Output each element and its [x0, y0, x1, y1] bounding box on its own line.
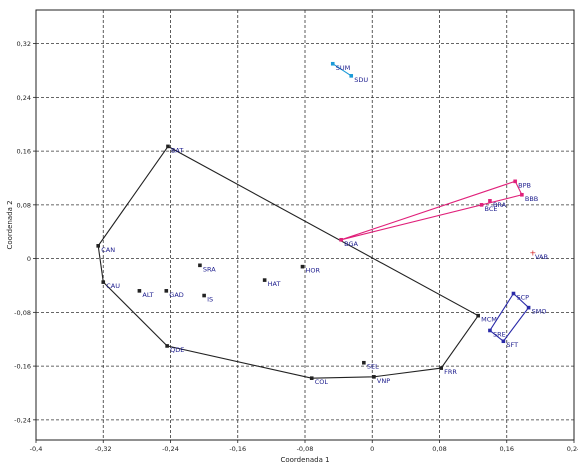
point-label: SRE [493, 330, 506, 338]
x-tick-label: -0,16 [229, 445, 246, 453]
x-tick-label: -0,08 [297, 445, 314, 453]
black-group-hull [97, 145, 480, 379]
data-point [137, 289, 142, 293]
y-tick-label: 0,08 [17, 201, 31, 209]
point-label: CAN [101, 246, 115, 254]
x-tick-label: -0,32 [95, 445, 112, 453]
point-label: SFT [506, 341, 518, 349]
point-label: SMO [532, 308, 547, 316]
point-label: SUM [336, 64, 351, 72]
tick-layer: -0,4 -0,32 -0,24 -0,16 -0,08 0 0,08 0,16 0,24 -0,… [14, 40, 578, 453]
y-tick-label: 0,24 [17, 94, 31, 102]
y-tick-label: 0 [27, 255, 31, 263]
data-point [101, 280, 106, 284]
point-label: GAD [169, 291, 184, 299]
point-label: BAT [171, 146, 183, 154]
data-point [520, 192, 524, 197]
point-label: HOR [305, 267, 320, 275]
magenta-group-hull [340, 180, 523, 241]
data-point [262, 278, 267, 282]
data-point [511, 291, 516, 296]
point-label: QDE [170, 346, 184, 354]
data-point [513, 179, 517, 184]
x-tick-label: -0,4 [30, 445, 43, 453]
point-label: IS [207, 296, 213, 304]
data-point [164, 289, 169, 293]
data-point [372, 375, 376, 379]
point-label: BRA [493, 201, 507, 209]
point-label: COL [315, 378, 329, 386]
data-point [300, 264, 305, 269]
y-tick-label: 0,32 [17, 40, 31, 48]
point-label: VAB [535, 253, 548, 261]
point-label: BPB [518, 181, 531, 189]
data-point [330, 61, 335, 66]
point-label: ALT [142, 291, 153, 299]
point-label: SDU [354, 76, 368, 84]
point-label: SRA [203, 265, 216, 273]
point-label: VNP [377, 377, 390, 385]
point-label: HAT [268, 280, 281, 288]
data-point [96, 244, 101, 248]
point-label: SCP [516, 294, 529, 302]
x-tick-label: 0,16 [500, 445, 514, 453]
data-point [488, 199, 492, 203]
grid-layer [36, 10, 574, 440]
data-point [198, 263, 202, 268]
point-label: MCM [481, 316, 497, 324]
point-label: BBB [525, 195, 538, 203]
point-label: CAU [106, 282, 120, 290]
data-point [476, 313, 480, 318]
y-tick-label: -0,08 [14, 309, 31, 317]
y-tick-label: 0,16 [17, 148, 31, 156]
data-point: + [529, 249, 536, 258]
point-layer: BAT CAN CAU ALT GAD SRA IS HAT HOR QDE COL SEL VNP FR… [96, 61, 548, 386]
point-label: SEL [367, 363, 379, 371]
data-point [479, 203, 484, 207]
y-axis-label: Coordenada 2 [6, 200, 14, 249]
y-tick-label: -0,24 [14, 416, 31, 424]
x-tick-label: -0,24 [162, 445, 179, 453]
data-point [309, 376, 314, 380]
x-tick-label: 0,24 [567, 445, 578, 453]
data-point [501, 339, 506, 344]
data-point [202, 293, 206, 298]
x-tick-label: 0,08 [432, 445, 446, 453]
data-point [488, 328, 492, 333]
hull-layer [97, 63, 530, 379]
data-point [166, 144, 170, 149]
point-label: BGA [344, 240, 358, 248]
data-point [439, 366, 443, 370]
y-tick-label: -0,16 [14, 363, 31, 371]
x-axis-label: Coordenada 1 [280, 456, 329, 464]
point-label: BCE [485, 205, 498, 213]
data-point [339, 237, 343, 242]
data-point [526, 305, 531, 310]
data-point [362, 360, 366, 365]
point-label: FRR [444, 368, 457, 376]
data-point [165, 344, 169, 348]
x-tick-label: 0 [370, 445, 374, 453]
data-point [349, 74, 354, 78]
